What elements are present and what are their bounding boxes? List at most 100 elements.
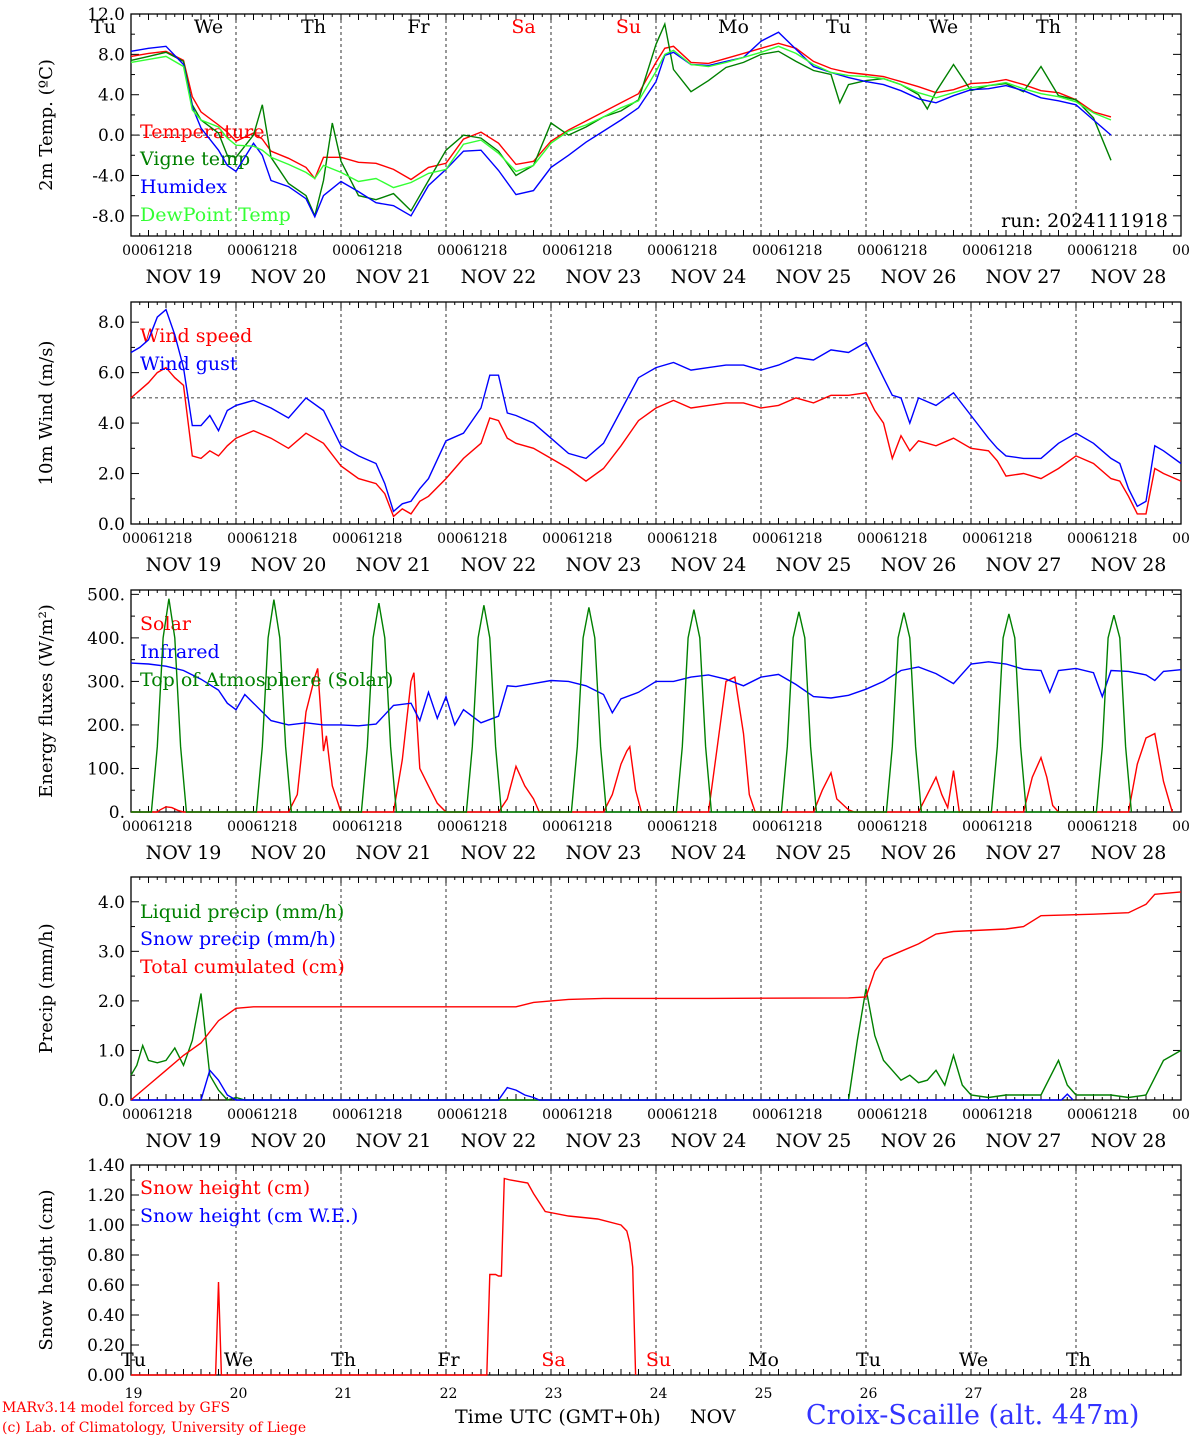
x-hour-label: 00 [227, 531, 245, 547]
panel-4: 0.0 1.0 2.0 3.0 4.0 Precip (mm/h) Liquid preci… [36, 876, 1190, 1152]
x-hour-label: 18 [1015, 1107, 1033, 1123]
x-hour-label: 00 [227, 1107, 245, 1123]
x-date-label: NOV 21 [356, 554, 432, 576]
x-date-label: NOV 23 [566, 554, 642, 576]
y-tick-label: 0.40 [87, 1306, 125, 1326]
x-hour-label: 00 [542, 531, 560, 547]
x-hour-label: 00 [542, 1107, 560, 1123]
y-axis-label: Precip (mm/h) [36, 923, 57, 1053]
legend-entry: Snow height (cm W.E.) [140, 1205, 358, 1227]
x-hour-label: 06 [140, 243, 158, 259]
x-hour-label: 18 [1120, 531, 1138, 547]
x-hour-label: 12 [157, 531, 175, 547]
y-tick-label: 6.0 [98, 364, 125, 384]
x-hour-label: 06 [770, 819, 788, 835]
x-hour-label: 06 [1085, 243, 1103, 259]
series-line-solar [131, 668, 1173, 813]
x-hour-label: 18 [175, 243, 193, 259]
x-hour-label: 18 [280, 1107, 298, 1123]
series-line-infrared [130, 661, 1182, 727]
x-hour-label: 00 [1067, 1107, 1085, 1123]
x-hour-label: 00 [122, 531, 140, 547]
y-tick-label: 500. [87, 585, 125, 605]
day-abbr-label: Th [331, 1349, 356, 1371]
x-hour-label: 06 [875, 243, 893, 259]
x-hour-label: 12 [1102, 819, 1120, 835]
day-abbr-label: Mo [748, 1349, 779, 1371]
y-tick-label: 200. [87, 716, 125, 736]
x-date-label: NOV 26 [881, 842, 957, 864]
x-hour-label: 06 [245, 1107, 263, 1123]
x-hour-label: 18 [385, 243, 403, 259]
x-date-label: NOV 23 [566, 842, 642, 864]
x-hour-label: 12 [787, 819, 805, 835]
x-hour-label: 00 [1172, 1107, 1190, 1123]
legend-entry: Wind gust [140, 353, 238, 375]
x-hour-label: 00 [962, 1107, 980, 1123]
x-hour-label: 12 [262, 243, 280, 259]
y-tick-label: 4.0 [98, 414, 125, 434]
day-number-label: 27 [965, 1386, 983, 1402]
x-date-label: NOV 27 [986, 554, 1062, 576]
x-hour-label: 06 [245, 243, 263, 259]
x-hour-label: 18 [805, 531, 823, 547]
y-tick-label: 1.20 [87, 1186, 125, 1206]
x-hour-label: 18 [385, 819, 403, 835]
x-hour-label: 18 [805, 243, 823, 259]
day-abbr-label: Fr [437, 1349, 460, 1371]
y-axis-label: 10m Wind (m/s) [36, 341, 57, 486]
x-date-label: NOV 23 [566, 1130, 642, 1152]
x-hour-label: 06 [140, 819, 158, 835]
x-hour-label: 18 [385, 531, 403, 547]
x-hour-label: 00 [437, 531, 455, 547]
day-abbr-label: We [194, 16, 223, 38]
x-hour-label: 18 [910, 819, 928, 835]
x-hour-label: 00 [227, 243, 245, 259]
x-date-label: NOV 21 [356, 266, 432, 288]
day-abbr-label: We [929, 16, 958, 38]
panel-2: 0.0 2.0 4.0 6.0 8.0 10m Wind (m/s) Wind speed W… [36, 301, 1190, 576]
legend-entry: Liquid precip (mm/h) [140, 901, 344, 923]
station-title: Croix-Scaille (alt. 447m) [806, 1400, 1140, 1431]
x-hour-label: 00 [752, 531, 770, 547]
x-hour-label: 12 [262, 1107, 280, 1123]
x-date-label: NOV 25 [776, 842, 852, 864]
x-hour-label: 00 [1172, 531, 1190, 547]
x-hour-label: 00 [122, 1107, 140, 1123]
x-hour-label: 06 [455, 1107, 473, 1123]
day-abbr-label: Mo [718, 16, 749, 38]
credit-line-1: MARv3.14 model forced by GFS [2, 1400, 231, 1416]
day-abbr-label: Tu [91, 16, 116, 38]
x-hour-label: 06 [980, 1107, 998, 1123]
y-tick-label: 3.0 [98, 942, 125, 962]
y-tick-label: 2.0 [98, 992, 125, 1012]
x-hour-label: 00 [1067, 819, 1085, 835]
y-tick-label: 1.0 [98, 1041, 125, 1061]
x-hour-label: 00 [962, 819, 980, 835]
day-abbr-label: Fr [407, 16, 430, 38]
x-hour-label: 00 [857, 819, 875, 835]
x-date-label: NOV 28 [1091, 1130, 1167, 1152]
x-hour-label: 18 [385, 1107, 403, 1123]
x-hour-label: 00 [332, 819, 350, 835]
x-date-label: NOV 28 [1091, 842, 1167, 864]
y-tick-label: 100. [87, 759, 125, 779]
y-tick-label: 4.0 [98, 86, 125, 106]
x-hour-label: 12 [1102, 243, 1120, 259]
x-hour-label: 18 [1015, 243, 1033, 259]
x-hour-label: 18 [1015, 819, 1033, 835]
x-date-label: NOV 23 [566, 266, 642, 288]
x-hour-label: 12 [997, 531, 1015, 547]
x-hour-label: 00 [857, 1107, 875, 1123]
day-abbr-label: Tu [121, 1349, 146, 1371]
x-date-label: NOV 25 [776, 266, 852, 288]
x-hour-label: 06 [1085, 1107, 1103, 1123]
x-date-label: NOV 26 [881, 1130, 957, 1152]
x-date-label: NOV 27 [986, 266, 1062, 288]
x-hour-label: 06 [455, 531, 473, 547]
x-hour-label: 00 [857, 243, 875, 259]
x-hour-label: 06 [875, 1107, 893, 1123]
day-abbr-label: Su [646, 1349, 671, 1371]
legend-entry: Snow precip (mm/h) [140, 928, 336, 950]
x-hour-label: 18 [805, 1107, 823, 1123]
